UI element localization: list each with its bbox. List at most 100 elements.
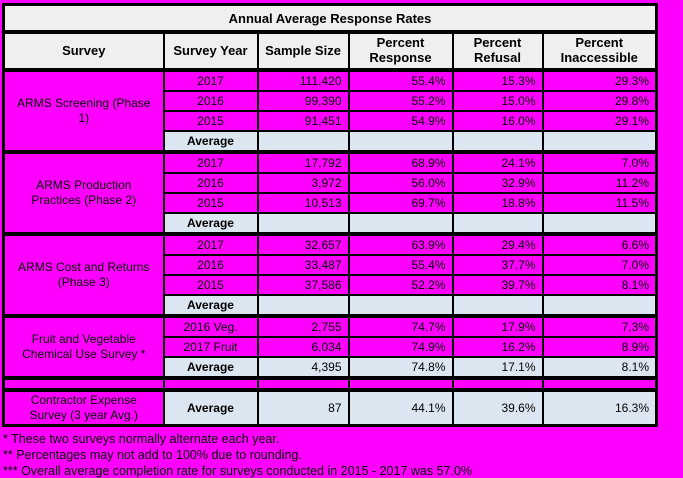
empty-cell <box>256 376 350 391</box>
col-header-sample-size: Sample Size <box>256 31 350 72</box>
survey-year-cell: 2015 <box>162 274 259 296</box>
survey-year-cell: 2017 <box>162 232 259 256</box>
sample-size-cell: 91,451 <box>256 110 350 132</box>
survey-year-cell: 2017 <box>162 68 259 92</box>
percent-inaccessible-cell: 7.3% <box>541 314 658 338</box>
empty-cell <box>541 376 658 391</box>
survey-year-cell: 2016 Veg. <box>162 314 259 338</box>
table-row: 2015 91,451 54.9% 16.0% 29.1% <box>4 110 658 132</box>
sample-size-cell <box>256 212 350 235</box>
percent-response-cell: 56.0% <box>347 172 454 194</box>
col-header-survey-year: Survey Year <box>162 31 259 72</box>
percent-refusal-cell: 15.3% <box>451 68 544 92</box>
percent-refusal-cell: 17.1% <box>451 356 544 379</box>
percent-inaccessible-cell: 29.3% <box>541 68 658 92</box>
percent-response-cell <box>347 130 454 153</box>
percent-response-cell: 55.4% <box>347 254 454 276</box>
table-row: Contractor Expense Survey (3 year Avg.) … <box>2 388 658 427</box>
table-title: Annual Average Response Rates <box>2 3 658 34</box>
percent-response-cell: 74.9% <box>347 336 454 358</box>
survey-name-cell: Contractor Expense Survey (3 year Avg.) <box>2 388 165 427</box>
sample-size-cell: 37,586 <box>256 274 350 296</box>
sample-size-cell: 99,390 <box>256 90 350 112</box>
percent-inaccessible-cell: 7.0% <box>541 254 658 276</box>
table-row: 2017 Fruit 6,034 74.9% 16.2% 8.9% <box>4 336 658 358</box>
empty-cell <box>162 376 259 391</box>
sample-size-cell <box>256 294 350 317</box>
percent-response-cell: 74.7% <box>347 314 454 338</box>
percent-response-cell <box>347 294 454 317</box>
sample-size-cell <box>256 130 350 153</box>
percent-response-cell: 69.7% <box>347 192 454 214</box>
percent-response-cell: 74.8% <box>347 356 454 379</box>
sample-size-cell: 6,034 <box>256 336 350 358</box>
percent-inaccessible-cell: 11.5% <box>541 192 658 214</box>
sample-size-cell: 4,395 <box>256 356 350 379</box>
percent-response-cell: 44.1% <box>347 388 454 427</box>
sample-size-cell: 33,487 <box>256 254 350 276</box>
average-label-cell: Average <box>162 388 259 427</box>
average-row: Average <box>4 294 658 317</box>
survey-year-cell: 2016 <box>162 90 259 112</box>
percent-inaccessible-cell: 29.8% <box>541 90 658 112</box>
survey-year-cell: 2015 <box>162 110 259 132</box>
response-rates-table: Annual Average Response Rates Survey Sur… <box>2 3 658 427</box>
average-row: Average 4,395 74.8% 17.1% 8.1% <box>4 356 658 379</box>
footnote-1: * These two surveys normally alternate e… <box>3 432 280 446</box>
percent-inaccessible-cell <box>541 212 658 235</box>
survey-year-cell: 2016 <box>162 172 259 194</box>
percent-inaccessible-cell: 29.1% <box>541 110 658 132</box>
percent-refusal-cell: 17.9% <box>451 314 544 338</box>
percent-refusal-cell: 16.0% <box>451 110 544 132</box>
percent-inaccessible-cell: 6.6% <box>541 232 658 256</box>
percent-inaccessible-cell <box>541 294 658 317</box>
spacer-row <box>2 376 658 391</box>
table-row: 2016 3,972 56.0% 32.9% 11.2% <box>4 172 658 194</box>
percent-response-cell: 55.4% <box>347 68 454 92</box>
empty-cell <box>2 376 165 391</box>
percent-refusal-cell: 16.2% <box>451 336 544 358</box>
percent-response-cell: 54.9% <box>347 110 454 132</box>
table-row: 2015 37,586 52.2% 39.7% 8.1% <box>4 274 658 296</box>
percent-response-cell: 68.9% <box>347 150 454 174</box>
average-row: Average <box>4 130 658 153</box>
empty-cell <box>451 376 544 391</box>
percent-refusal-cell: 18.8% <box>451 192 544 214</box>
table-row: 2016 99,390 55.2% 15.0% 29.8% <box>4 90 658 112</box>
sample-size-cell: 87 <box>256 388 350 427</box>
col-header-percent-refusal: Percent Refusal <box>451 31 544 72</box>
percent-refusal-cell <box>451 130 544 153</box>
percent-refusal-cell: 37.7% <box>451 254 544 276</box>
percent-refusal-cell <box>451 212 544 235</box>
percent-refusal-cell: 15.0% <box>451 90 544 112</box>
percent-inaccessible-cell: 8.1% <box>541 274 658 296</box>
table-title-row: Annual Average Response Rates <box>2 3 658 34</box>
average-label-cell: Average <box>162 130 259 153</box>
percent-inaccessible-cell: 8.1% <box>541 356 658 379</box>
survey-name-cell: ARMS Cost and Returns (Phase 3) <box>2 232 165 317</box>
table-row: 2015 10,513 69.7% 18.8% 11.5% <box>4 192 658 214</box>
percent-inaccessible-cell: 8.9% <box>541 336 658 358</box>
percent-refusal-cell: 29.4% <box>451 232 544 256</box>
average-label-cell: Average <box>162 356 259 379</box>
survey-name-cell: Fruit and Vegetable Chemical Use Survey … <box>2 314 165 379</box>
survey-name-cell: ARMS Production Practices (Phase 2) <box>2 150 165 235</box>
percent-response-cell <box>347 212 454 235</box>
sample-size-cell: 17,792 <box>256 150 350 174</box>
percent-refusal-cell <box>451 294 544 317</box>
survey-name-cell: ARMS Screening (Phase 1) <box>2 68 165 153</box>
empty-cell <box>347 376 454 391</box>
sample-size-cell: 111,420 <box>256 68 350 92</box>
percent-inaccessible-cell: 11.2% <box>541 172 658 194</box>
percent-refusal-cell: 32.9% <box>451 172 544 194</box>
percent-refusal-cell: 39.7% <box>451 274 544 296</box>
sample-size-cell: 3,972 <box>256 172 350 194</box>
percent-response-cell: 55.2% <box>347 90 454 112</box>
percent-refusal-cell: 39.6% <box>451 388 544 427</box>
col-header-percent-response: Percent Response <box>347 31 454 72</box>
survey-year-cell: 2015 <box>162 192 259 214</box>
table-row: ARMS Screening (Phase 1) 2017 111,420 55… <box>2 68 658 153</box>
sample-size-cell: 2,755 <box>256 314 350 338</box>
percent-inaccessible-cell: 7.0% <box>541 150 658 174</box>
survey-year-cell: 2017 Fruit <box>162 336 259 358</box>
